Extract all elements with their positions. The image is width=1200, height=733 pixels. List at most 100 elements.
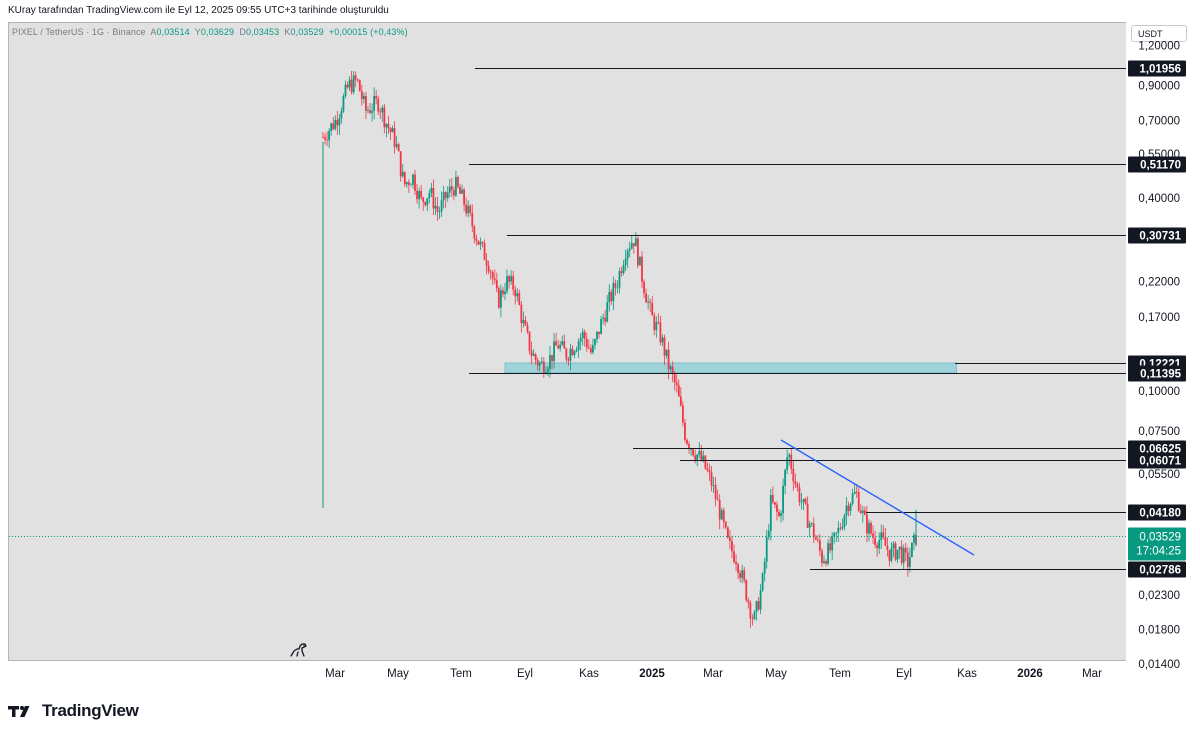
time-tick-label: Kas <box>957 668 977 680</box>
candle-body <box>870 522 872 534</box>
candle-body <box>371 110 373 113</box>
candle-body <box>375 95 378 99</box>
candle-body <box>720 510 723 520</box>
price-tick-label: 0,55000 <box>1138 149 1180 161</box>
candle-body <box>784 469 787 486</box>
candle-body <box>369 110 371 113</box>
candle-body <box>338 118 341 126</box>
candle-body <box>739 572 742 578</box>
candle-body <box>448 186 451 193</box>
candle-body <box>391 128 394 133</box>
candle-body <box>589 348 592 353</box>
candle-body <box>522 320 525 324</box>
candle-body <box>737 564 739 573</box>
candle-body <box>518 293 521 305</box>
candle-body <box>326 139 328 141</box>
dinosaur-icon[interactable] <box>289 640 309 658</box>
legend-open-label: A <box>150 27 157 37</box>
candle-body <box>659 322 662 343</box>
candle-body <box>385 123 388 128</box>
candle-body <box>487 265 490 272</box>
candle-body <box>479 242 482 245</box>
candle-body <box>688 443 690 449</box>
candle-body <box>729 537 731 542</box>
candle-body <box>387 123 390 129</box>
candle-body <box>461 189 463 194</box>
candle-body <box>827 543 829 564</box>
candle-body <box>866 514 868 534</box>
candle-body <box>757 601 760 610</box>
candle-body <box>710 472 713 486</box>
legend-symbol[interactable]: PIXEL / TetherUS · 1G · Binance <box>12 27 146 37</box>
candle-body <box>356 79 359 81</box>
candle-body <box>455 176 457 196</box>
candle-body <box>330 123 333 131</box>
candle-body <box>763 561 766 574</box>
candle-body <box>457 176 459 187</box>
legend-close-label: K <box>284 27 291 37</box>
time-tick-label: Kas <box>579 668 599 680</box>
candles[interactable] <box>322 70 917 628</box>
plot-area[interactable] <box>9 23 1127 660</box>
price-tick-label: 0,40000 <box>1138 193 1180 205</box>
candle-body <box>821 550 823 563</box>
candle-body <box>418 190 421 200</box>
candle-body <box>483 243 486 261</box>
candle-body <box>592 345 594 353</box>
candle-body <box>751 618 754 620</box>
current-price-badge[interactable] <box>1128 527 1186 561</box>
candle-body <box>876 544 879 549</box>
candle-body <box>340 111 343 119</box>
level-tag-1: 0,51170 <box>1140 160 1181 172</box>
candle-body <box>724 521 727 528</box>
candle-body <box>459 186 461 194</box>
candle-body <box>855 491 858 493</box>
trendline-0[interactable] <box>780 439 975 556</box>
candle-body <box>336 119 339 126</box>
candle-body <box>412 174 414 185</box>
candle-body <box>851 493 854 504</box>
support-zone[interactable] <box>504 362 957 374</box>
candle-body <box>908 557 911 567</box>
candle-body <box>573 351 576 356</box>
candle-body <box>839 527 842 529</box>
candle-body <box>350 79 353 93</box>
candle-body <box>913 534 915 543</box>
candle-body <box>569 348 572 361</box>
candle-body <box>324 137 326 140</box>
candle-body <box>663 337 666 356</box>
currency-selector[interactable]: USDT <box>1131 25 1187 42</box>
candle-body <box>706 468 709 471</box>
candle-body <box>549 354 551 369</box>
candle-body <box>661 337 664 343</box>
time-scale[interactable] <box>8 660 1126 687</box>
candle-body <box>818 540 821 551</box>
footer-brand: TradingView <box>42 701 139 720</box>
legend-close: 0,03529 <box>290 27 324 37</box>
candle-body <box>637 238 639 266</box>
candle-body <box>624 258 627 266</box>
candle-body <box>348 79 351 88</box>
candle-body <box>765 537 768 562</box>
candle-body <box>528 331 531 351</box>
candle-body <box>438 211 441 213</box>
candle-body <box>647 301 650 303</box>
candle-body <box>696 454 699 461</box>
candle-body <box>540 361 543 364</box>
candle-body <box>761 573 764 591</box>
candle-body <box>561 341 564 345</box>
candle-body <box>328 130 331 141</box>
candle-body <box>532 354 535 356</box>
candle-body <box>450 186 453 190</box>
candle-body <box>414 174 416 191</box>
candle-body <box>694 455 697 461</box>
candle-body <box>774 502 776 505</box>
candle-body <box>767 530 770 538</box>
candle-body <box>843 515 846 527</box>
chart-frame[interactable] <box>8 22 1192 687</box>
candle-body <box>655 321 658 331</box>
time-tick-label: 2025 <box>639 668 665 680</box>
candle-body <box>510 276 513 282</box>
candle-body <box>444 192 447 199</box>
